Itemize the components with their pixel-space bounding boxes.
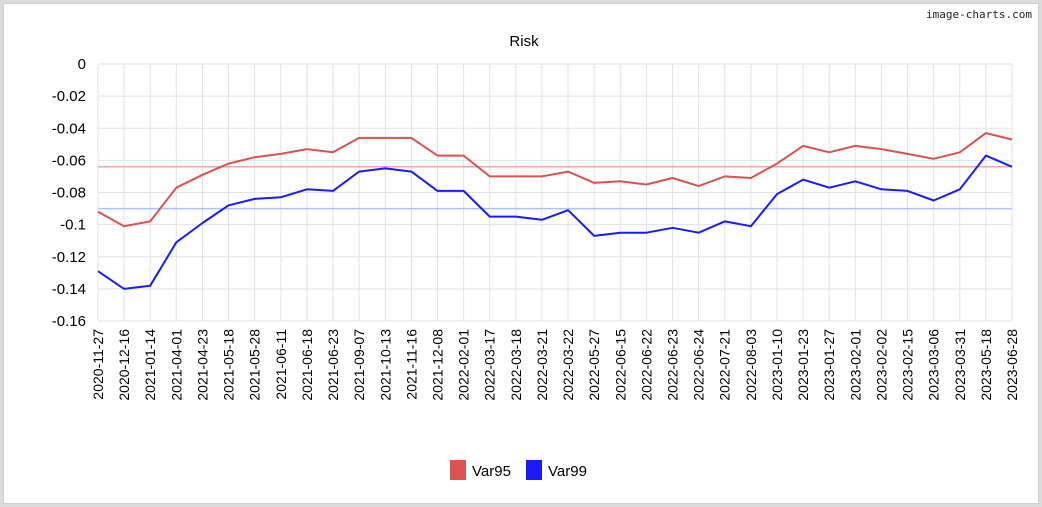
x-axis: 2020-11-27 2020-12-16 2021-01-14 2021-04-01… bbox=[90, 329, 1020, 401]
x-tick-label: 2023-01-23 bbox=[795, 329, 811, 401]
x-tick-label: 2022-08-03 bbox=[743, 329, 759, 401]
x-tick-label: 2023-06-28 bbox=[1004, 329, 1020, 401]
x-tick-label: 2021-12-08 bbox=[429, 329, 445, 401]
x-tick-label: 2022-03-21 bbox=[534, 329, 550, 401]
x-tick-label: 2020-11-27 bbox=[90, 329, 106, 400]
x-tick-label: 2021-06-23 bbox=[325, 329, 341, 401]
y-tick-label: -0.04 bbox=[52, 120, 86, 137]
x-tick-label: 2021-04-01 bbox=[168, 329, 184, 401]
series-line-var99 bbox=[97, 154, 1013, 290]
x-tick-label: 2022-06-15 bbox=[612, 329, 628, 401]
x-tick-label: 2021-10-13 bbox=[377, 329, 393, 401]
grid bbox=[97, 63, 1013, 322]
y-tick-label: -0.14 bbox=[52, 281, 86, 298]
x-tick-label: 2021-05-28 bbox=[247, 329, 263, 401]
y-tick-label: -0.12 bbox=[52, 249, 86, 266]
y-tick-label: 0 bbox=[78, 56, 86, 73]
legend-swatch-var99 bbox=[526, 460, 542, 480]
x-tick-label: 2022-06-22 bbox=[638, 329, 654, 401]
y-tick-label: -0.08 bbox=[52, 185, 86, 202]
x-tick-label: 2021-05-18 bbox=[221, 329, 237, 401]
x-tick-label: 2021-06-18 bbox=[299, 329, 315, 401]
x-tick-label: 2021-11-16 bbox=[403, 329, 419, 400]
x-tick-label: 2021-01-14 bbox=[142, 329, 158, 401]
watermark: image-charts.com bbox=[926, 8, 1032, 21]
x-tick-label: 2023-05-18 bbox=[978, 329, 994, 401]
y-tick-label: -0.1 bbox=[60, 217, 86, 234]
line-chart: Risk 0 -0.02 -0.04 -0.06 -0.08 -0.1 -0.12 -0.14… bbox=[52, 33, 1020, 480]
x-tick-label: 2022-06-23 bbox=[665, 329, 681, 401]
x-tick-label: 2021-09-07 bbox=[351, 329, 367, 401]
x-tick-label: 2023-01-27 bbox=[821, 329, 837, 401]
x-tick-label: 2022-06-24 bbox=[691, 329, 707, 401]
y-axis: 0 -0.02 -0.04 -0.06 -0.08 -0.1 -0.12 -0.14 -0.16 bbox=[52, 56, 86, 330]
x-tick-label: 2023-03-31 bbox=[952, 329, 968, 401]
x-tick-label: 2022-07-21 bbox=[717, 329, 733, 401]
legend-label-var95: Var95 bbox=[472, 463, 511, 480]
x-tick-label: 2023-03-06 bbox=[926, 329, 942, 401]
x-tick-label: 2023-02-02 bbox=[873, 329, 889, 401]
x-tick-label: 2022-05-27 bbox=[586, 329, 602, 401]
x-tick-label: 2021-06-11 bbox=[273, 329, 289, 400]
x-tick-label: 2022-03-22 bbox=[560, 329, 576, 401]
x-tick-label: 2022-03-17 bbox=[482, 329, 498, 401]
legend: Var95 Var99 bbox=[450, 460, 587, 480]
series-lines bbox=[97, 132, 1013, 290]
chart-container: image-charts.com Risk 0 -0.02 -0.04 -0.06 -0… bbox=[3, 3, 1039, 504]
legend-label-var99: Var99 bbox=[548, 463, 587, 480]
x-tick-label: 2023-02-01 bbox=[847, 329, 863, 401]
x-tick-label: 2022-02-01 bbox=[456, 329, 472, 401]
x-tick-label: 2023-02-15 bbox=[900, 329, 916, 401]
x-tick-label: 2020-12-16 bbox=[116, 329, 132, 401]
y-tick-label: -0.02 bbox=[52, 88, 86, 105]
x-tick-label: 2021-04-23 bbox=[194, 329, 210, 401]
series-line-var95 bbox=[97, 132, 1013, 228]
y-tick-label: -0.06 bbox=[52, 152, 86, 169]
chart-title: Risk bbox=[509, 33, 539, 50]
x-tick-label: 2022-03-18 bbox=[508, 329, 524, 401]
legend-swatch-var95 bbox=[450, 460, 466, 480]
reference-lines bbox=[98, 166, 1012, 210]
y-tick-label: -0.16 bbox=[52, 313, 86, 330]
x-tick-label: 2023-01-10 bbox=[769, 329, 785, 401]
